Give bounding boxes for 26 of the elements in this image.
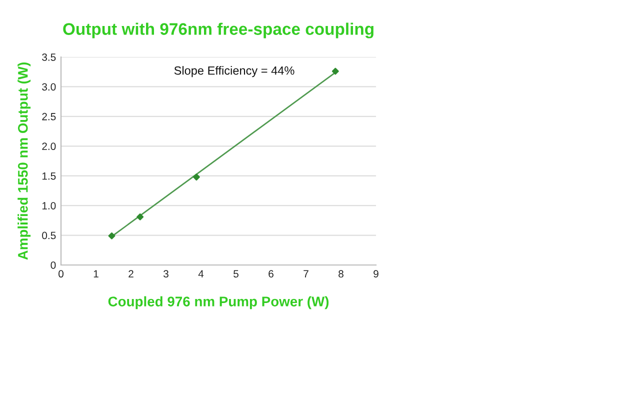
- x-tick-label: 2: [128, 270, 134, 278]
- x-tick-label: 4: [198, 270, 204, 278]
- point: [136, 213, 144, 220]
- y-tick-label: 0: [50, 262, 56, 269]
- chart-title: Output with 976nm free-space coupling: [63, 22, 374, 38]
- x-tick-label: 1: [94, 270, 98, 278]
- x-tick-label: 5: [234, 270, 238, 278]
- point: [192, 174, 200, 181]
- y-tick-label: 1.0: [42, 202, 56, 210]
- x-tick-label: 6: [268, 270, 274, 278]
- y-tick-label: 3.0: [42, 83, 56, 91]
- point: [332, 68, 339, 75]
- x-tick-label: 3: [164, 270, 168, 278]
- x-tick-label: 9: [374, 270, 378, 278]
- x-tick-label: 0: [58, 270, 64, 278]
- point: [108, 232, 116, 240]
- x-tick-label: 8: [338, 270, 344, 278]
- y-axis-title: Amplified 1550 nm Output (W): [18, 62, 31, 260]
- y-tick-label: 3.5: [42, 54, 56, 61]
- x-tick-label: 7: [304, 270, 308, 278]
- y-tick-label: 2.5: [42, 112, 56, 120]
- y-tick-label: 0.5: [42, 232, 56, 240]
- annotation: Slope Efficiency = 44%: [174, 66, 294, 78]
- y-tick-label: 1.5: [42, 172, 56, 180]
- x-axis-title: Coupled 976 nm Pump Power (W): [108, 296, 329, 310]
- y-tick-label: 2.0: [42, 142, 56, 150]
